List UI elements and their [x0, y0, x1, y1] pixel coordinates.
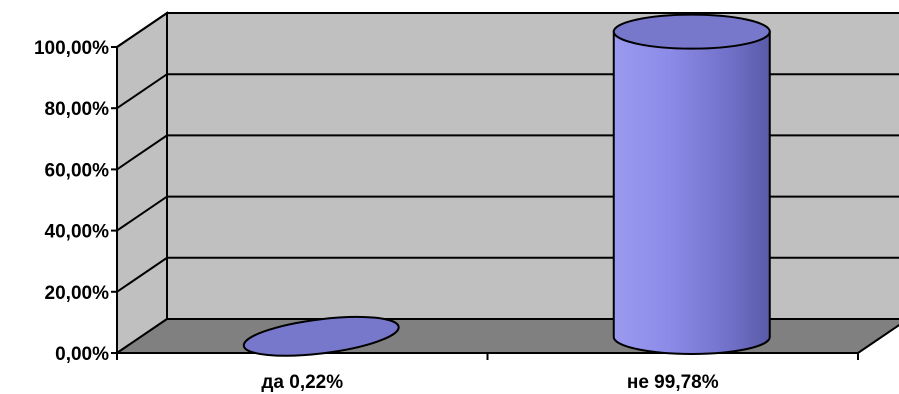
- y-tick-label: 20,00%: [45, 283, 110, 304]
- bar-1: [612, 13, 771, 355]
- y-tick-label: 60,00%: [45, 160, 110, 181]
- bars: [242, 13, 771, 357]
- floor: [113, 318, 899, 354]
- bar-top: [612, 13, 771, 50]
- y-tick-label: 0,00%: [55, 344, 109, 365]
- x-tick-label: да 0,22%: [261, 372, 343, 393]
- chart-walls: [113, 11, 899, 355]
- side-wall: [116, 11, 168, 355]
- y-tick-label: 40,00%: [45, 222, 110, 243]
- y-axis: 0,00% 20,00% 40,00% 60,00% 80,00% 100,00%: [34, 38, 118, 365]
- back-wall: [166, 12, 899, 320]
- bar-0: [242, 315, 400, 357]
- y-tick-label: 100,00%: [34, 38, 109, 59]
- y-tick-label: 80,00%: [45, 99, 110, 120]
- x-tick-label: не 99,78%: [627, 372, 719, 393]
- x-axis: да 0,22% не 99,78%: [116, 352, 859, 393]
- gridline: [116, 12, 899, 48]
- bar-top: [242, 315, 400, 357]
- bar-body: [612, 30, 771, 355]
